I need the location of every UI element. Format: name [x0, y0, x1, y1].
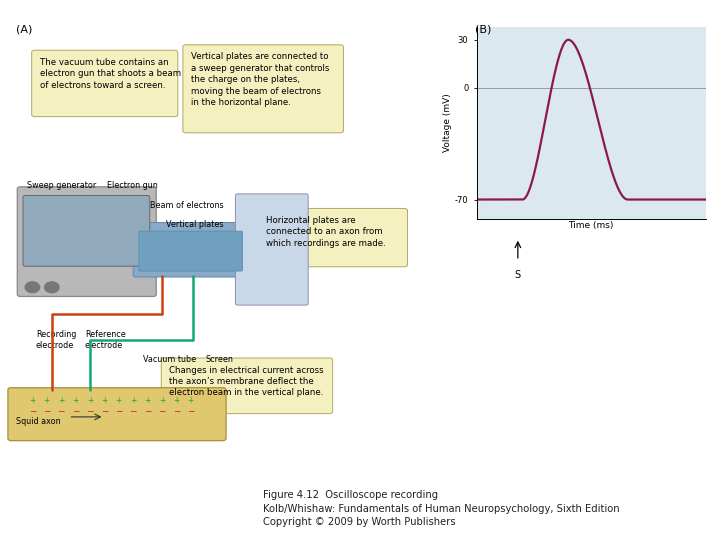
Text: −: − [58, 406, 65, 415]
Text: (A): (A) [16, 24, 32, 35]
Text: +: + [188, 396, 194, 405]
Text: −: − [115, 406, 122, 415]
Text: +: + [145, 396, 150, 405]
Text: −: − [43, 406, 50, 415]
Text: +: + [58, 396, 64, 405]
Text: +: + [44, 396, 50, 405]
Text: (B): (B) [475, 24, 492, 35]
Y-axis label: Voltage (mV): Voltage (mV) [443, 93, 452, 152]
Text: +: + [73, 396, 78, 405]
Text: −: − [86, 406, 94, 415]
Text: Horizontal plates: Horizontal plates [173, 236, 241, 245]
Text: Horizontal plates are
connected to an axon from
which recordings are made.: Horizontal plates are connected to an ax… [266, 216, 385, 248]
Text: Beam of electrons: Beam of electrons [150, 201, 223, 210]
Text: Vertical plates are connected to
a sweep generator that controls
the charge on t: Vertical plates are connected to a sweep… [191, 52, 329, 107]
Text: +: + [130, 396, 136, 405]
Text: −: − [29, 406, 36, 415]
Text: +: + [102, 396, 107, 405]
Text: +: + [30, 396, 35, 405]
Text: Reference
electrode: Reference electrode [85, 330, 126, 350]
Text: Vacuum tube: Vacuum tube [143, 355, 196, 364]
Text: Figure 4.12  Oscilloscope recording
Kolb/Whishaw: Fundamentals of Human Neuropsy: Figure 4.12 Oscilloscope recording Kolb/… [263, 490, 619, 526]
Text: Screen: Screen [205, 355, 233, 364]
Text: −: − [173, 406, 180, 415]
Text: S: S [515, 271, 521, 280]
Text: −: − [130, 406, 137, 415]
Text: −: − [158, 406, 166, 415]
Text: +: + [87, 396, 93, 405]
Text: Changes in electrical current across
the axon’s membrane deflect the
electron be: Changes in electrical current across the… [169, 366, 324, 397]
Text: Squid axon: Squid axon [16, 417, 60, 426]
Text: −: − [144, 406, 151, 415]
Text: Electron gun: Electron gun [107, 181, 157, 190]
Text: The vacuum tube contains an
electron gun that shoots a beam
of electrons toward : The vacuum tube contains an electron gun… [40, 58, 181, 90]
Text: Sweep generator: Sweep generator [27, 181, 96, 190]
X-axis label: Time (ms): Time (ms) [568, 221, 614, 231]
Text: +: + [174, 396, 179, 405]
Text: +: + [116, 396, 122, 405]
Text: −: − [187, 406, 194, 415]
Text: Recording
electrode: Recording electrode [36, 330, 76, 350]
Text: +: + [159, 396, 165, 405]
Text: −: − [101, 406, 108, 415]
Text: Vertical plates: Vertical plates [166, 220, 223, 230]
Text: −: − [72, 406, 79, 415]
